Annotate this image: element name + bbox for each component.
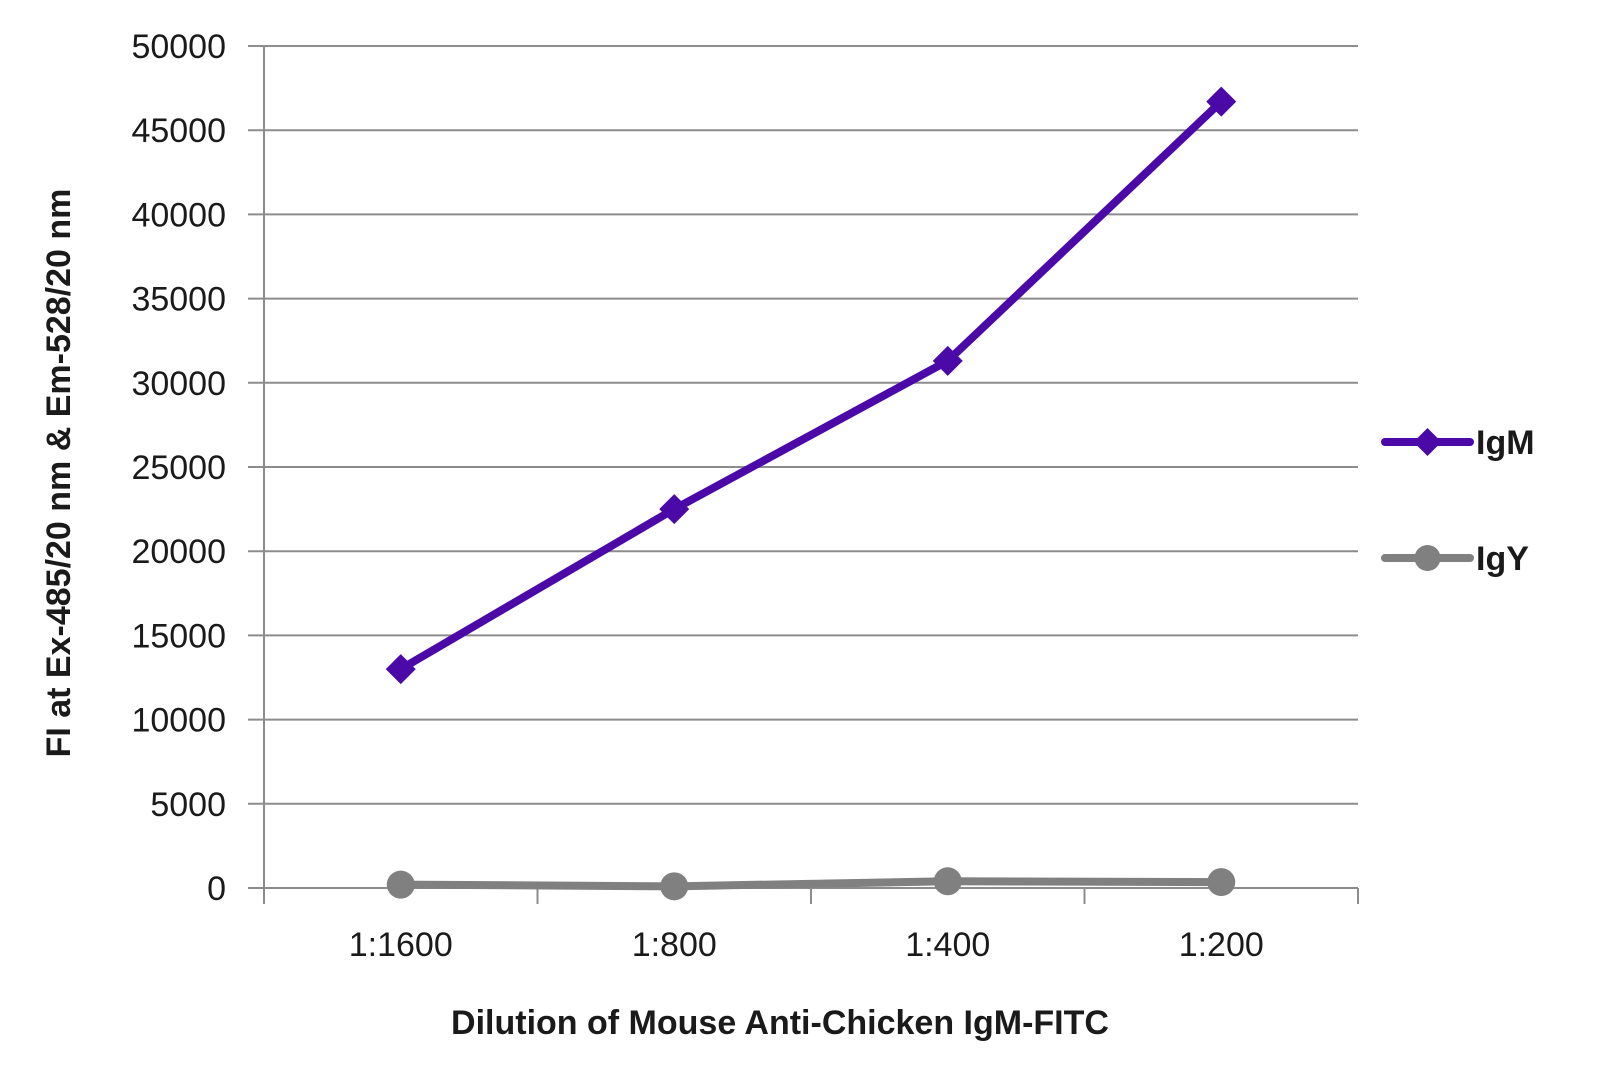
y-tick-label: 45000 [131, 112, 226, 150]
legend: IgM IgY [1381, 424, 1535, 578]
series-igy [386, 867, 1236, 901]
data-point-igm [659, 494, 690, 525]
data-point-igy [933, 867, 962, 896]
legend-label: IgY [1476, 540, 1529, 578]
y-axis-title: FI at Ex-485/20 nm & Em-528/20 nm [40, 189, 78, 758]
data-point-igy [1207, 868, 1236, 897]
x-tick-label: 1:800 [632, 926, 717, 964]
y-tick-label: 50000 [131, 28, 226, 66]
data-point-igm [1206, 86, 1237, 117]
x-axis-ticks: 1:1600 1:800 1:400 1:200 [349, 926, 1264, 964]
y-tick-label: 40000 [131, 196, 226, 234]
x-tick-label: 1:1600 [349, 926, 453, 964]
series-line-igy [396, 877, 1226, 891]
data-point-igm [385, 654, 416, 685]
y-tick-label: 15000 [131, 617, 226, 655]
y-tick-label: 0 [207, 870, 226, 908]
y-tick-label: 20000 [131, 533, 226, 571]
data-point-igy [386, 870, 415, 899]
y-tick-label: 10000 [131, 702, 226, 740]
series-igm [385, 86, 1237, 685]
x-tick-label: 1:200 [1179, 926, 1264, 964]
legend-circle-marker [1414, 545, 1441, 571]
legend-item-igy: IgY [1381, 540, 1529, 578]
legend-diamond-marker [1413, 428, 1442, 456]
y-tick-label: 30000 [131, 365, 226, 403]
data-point-igm [932, 345, 963, 376]
y-tick-label: 35000 [131, 281, 226, 319]
series-line-igm [396, 97, 1226, 674]
series-layer [385, 86, 1237, 901]
legend-label: IgM [1476, 424, 1535, 462]
y-axis-ticks: 0 5000 10000 15000 20000 25000 30000 35000 40000… [131, 28, 226, 908]
gridlines [248, 45, 1359, 904]
y-tick-label: 5000 [150, 786, 226, 824]
legend-item-igm: IgM [1381, 424, 1535, 462]
data-point-igy [660, 872, 689, 901]
x-tick-label: 1:400 [905, 926, 990, 964]
y-tick-label: 25000 [131, 449, 226, 487]
x-axis-title: Dilution of Mouse Anti-Chicken IgM-FITC [451, 1004, 1109, 1042]
